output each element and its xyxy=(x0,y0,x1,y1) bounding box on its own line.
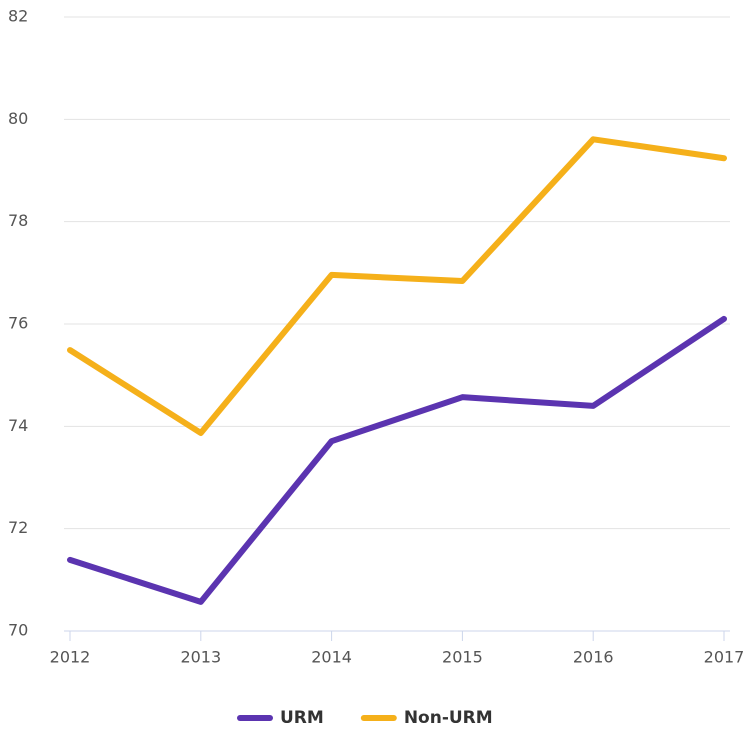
y-tick-label: 82 xyxy=(8,7,28,26)
legend-label: URM xyxy=(280,708,324,728)
x-tick-label: 2013 xyxy=(180,648,221,667)
y-tick-label: 70 xyxy=(8,621,28,640)
series-line xyxy=(67,315,727,605)
x-tick-label: 2017 xyxy=(704,648,745,667)
x-tick-label: 2012 xyxy=(50,648,91,667)
x-tick-label: 2014 xyxy=(311,648,352,667)
y-tick-label: 74 xyxy=(8,416,28,435)
y-tick-label: 78 xyxy=(8,211,28,230)
x-tick-label: 2016 xyxy=(573,648,614,667)
y-tick-label: 80 xyxy=(8,109,28,128)
y-tick-label: 76 xyxy=(8,314,28,333)
y-tick-label: 72 xyxy=(8,518,28,537)
x-tick-label: 2015 xyxy=(442,648,483,667)
series-line xyxy=(67,136,727,436)
legend-label: Non-URM xyxy=(404,708,493,728)
